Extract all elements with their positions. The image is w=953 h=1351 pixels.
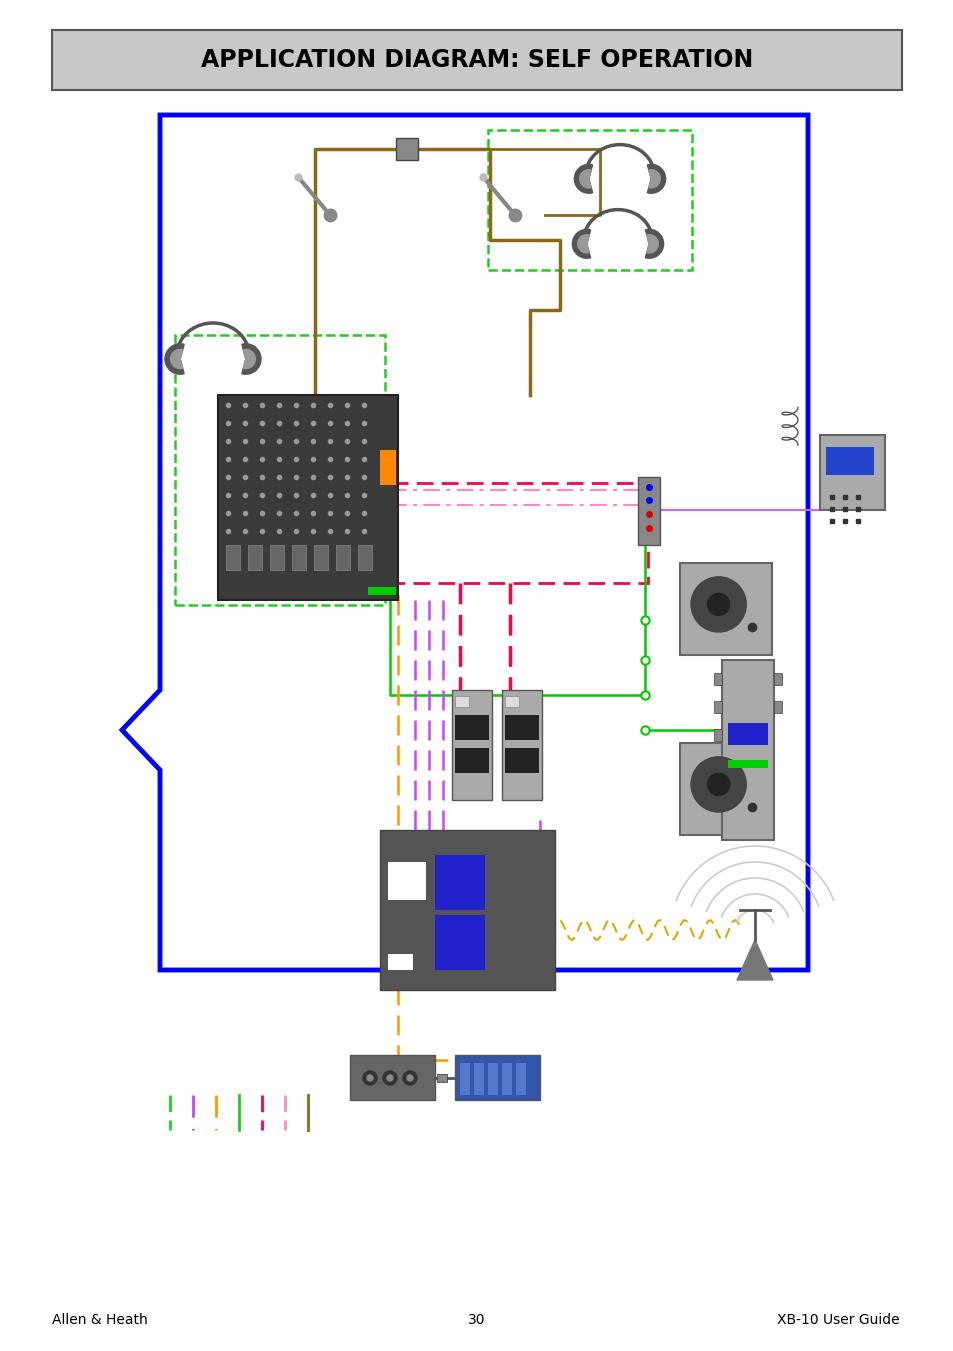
Bar xyxy=(488,130,691,270)
Wedge shape xyxy=(646,235,658,253)
Text: 30: 30 xyxy=(468,1313,485,1327)
Bar xyxy=(455,696,469,707)
Bar xyxy=(292,544,306,570)
Bar xyxy=(727,723,767,744)
Wedge shape xyxy=(574,165,592,193)
Circle shape xyxy=(387,1075,393,1081)
Bar xyxy=(638,477,659,544)
Bar xyxy=(455,715,489,739)
Circle shape xyxy=(707,773,729,796)
Bar xyxy=(773,701,781,713)
Bar xyxy=(368,586,395,594)
Wedge shape xyxy=(242,343,261,374)
Circle shape xyxy=(382,1071,396,1085)
Bar xyxy=(825,447,873,476)
Bar xyxy=(679,563,771,655)
Wedge shape xyxy=(243,350,255,369)
Text: Allen & Heath: Allen & Heath xyxy=(52,1313,148,1327)
Wedge shape xyxy=(647,165,665,193)
Polygon shape xyxy=(737,940,772,979)
Circle shape xyxy=(707,593,729,616)
Wedge shape xyxy=(578,235,589,253)
Bar xyxy=(488,1063,497,1096)
Circle shape xyxy=(367,1075,373,1081)
Bar xyxy=(388,862,426,900)
Bar xyxy=(455,1055,539,1100)
Bar xyxy=(727,761,767,767)
Circle shape xyxy=(363,1071,376,1085)
Bar xyxy=(721,661,773,840)
Wedge shape xyxy=(579,170,591,188)
Bar xyxy=(474,1063,483,1096)
Circle shape xyxy=(690,757,745,812)
Wedge shape xyxy=(171,350,182,369)
Circle shape xyxy=(402,1071,416,1085)
Bar xyxy=(226,544,240,570)
Bar xyxy=(436,1074,447,1082)
Bar xyxy=(679,743,771,835)
Bar xyxy=(501,1063,512,1096)
Bar xyxy=(713,673,721,685)
Bar xyxy=(335,544,350,570)
Bar xyxy=(388,484,647,584)
Wedge shape xyxy=(572,230,590,258)
Wedge shape xyxy=(165,343,184,374)
Bar xyxy=(455,748,489,773)
Bar xyxy=(52,30,901,91)
Bar xyxy=(820,435,884,509)
Bar xyxy=(435,855,484,911)
Bar xyxy=(270,544,284,570)
Circle shape xyxy=(407,1075,413,1081)
Bar xyxy=(174,335,385,605)
Bar xyxy=(218,394,397,600)
Bar xyxy=(504,715,538,739)
Bar xyxy=(314,544,328,570)
Bar xyxy=(388,954,413,970)
Wedge shape xyxy=(648,170,659,188)
Bar xyxy=(504,696,518,707)
Bar xyxy=(357,544,372,570)
Bar xyxy=(516,1063,525,1096)
Bar xyxy=(773,673,781,685)
Bar xyxy=(459,1063,470,1096)
Bar xyxy=(350,1055,435,1100)
Bar xyxy=(713,701,721,713)
Bar xyxy=(395,138,417,159)
Text: XB-10 User Guide: XB-10 User Guide xyxy=(777,1313,899,1327)
Bar xyxy=(435,915,484,970)
Bar xyxy=(501,690,541,800)
Bar xyxy=(452,690,492,800)
Bar xyxy=(379,830,555,990)
Circle shape xyxy=(690,577,745,632)
Wedge shape xyxy=(645,230,663,258)
Bar xyxy=(248,544,262,570)
Bar xyxy=(504,748,538,773)
Text: APPLICATION DIAGRAM: SELF OPERATION: APPLICATION DIAGRAM: SELF OPERATION xyxy=(201,49,752,72)
Bar xyxy=(379,450,395,485)
Bar xyxy=(713,730,721,740)
